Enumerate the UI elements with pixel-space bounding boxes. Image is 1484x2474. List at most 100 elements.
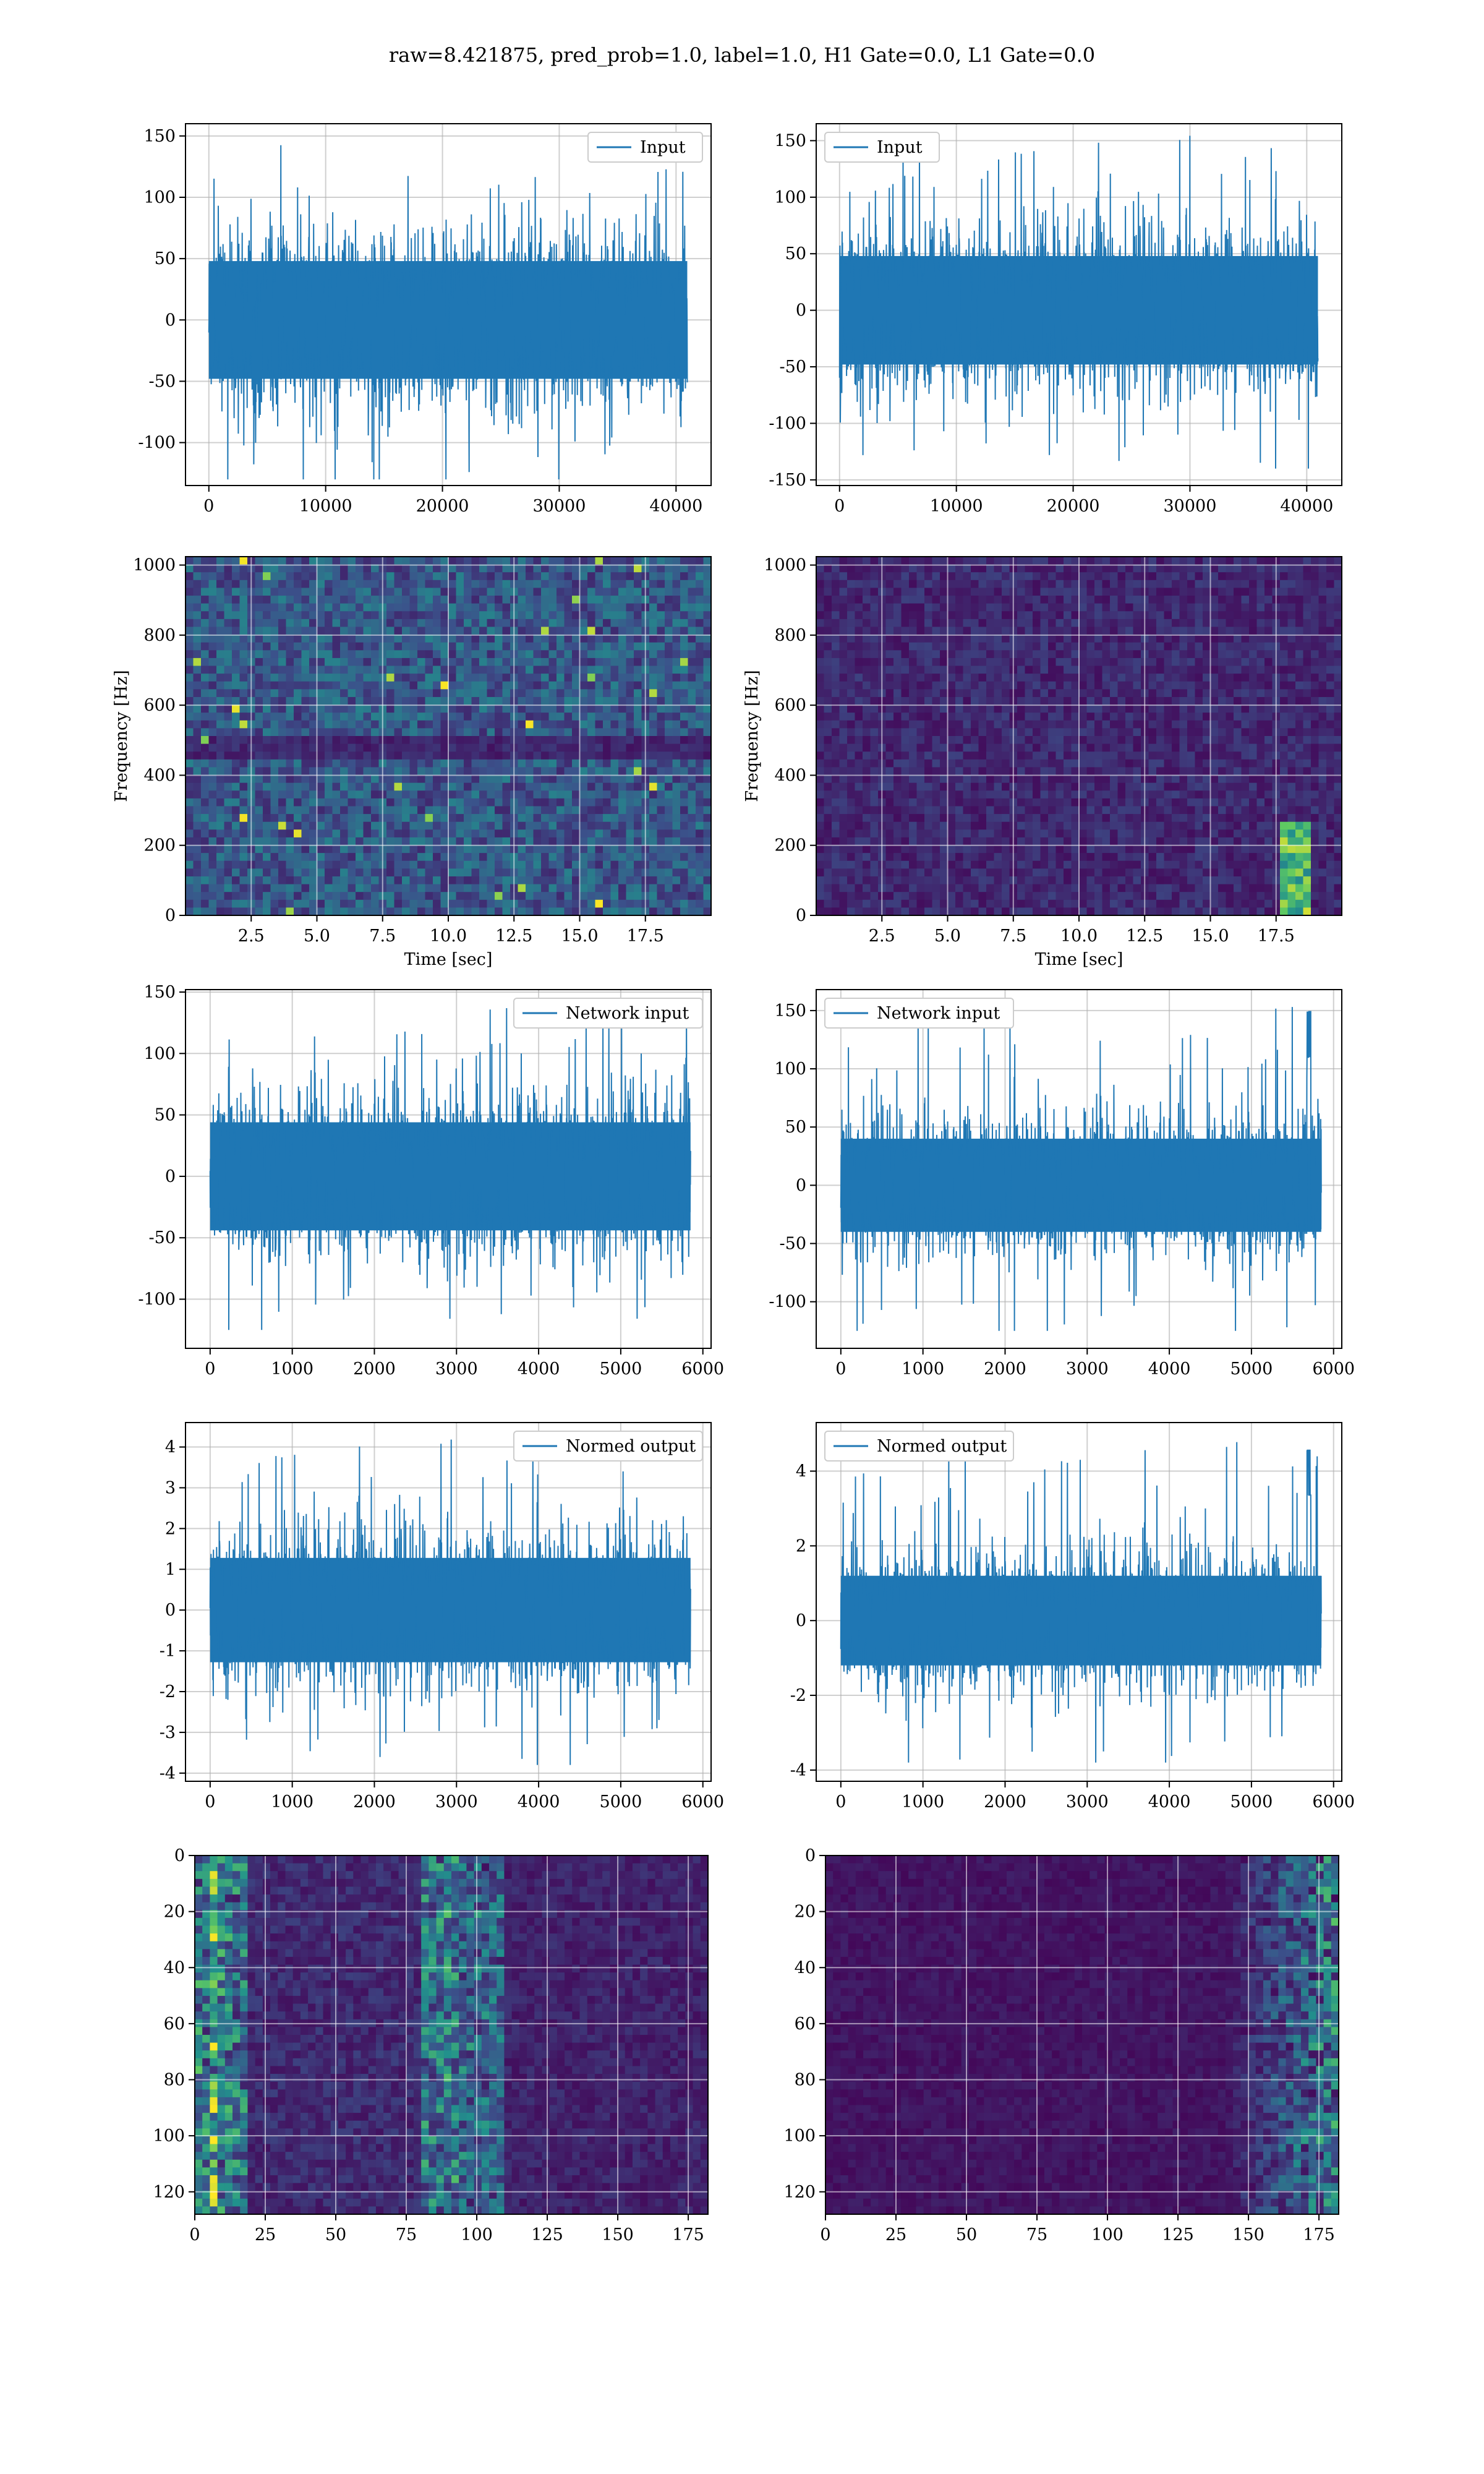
heatmap-cell [1040,635,1049,643]
heatmap-cell [1048,829,1057,838]
heatmap-cell [526,736,534,745]
heatmap-cell [839,618,848,628]
heatmap-cell [579,892,588,901]
heatmap-cell [847,704,856,713]
heatmap-cell [963,814,971,823]
heatmap-cell [348,782,356,791]
heatmap-cell [696,596,704,604]
heatmap-cell [232,618,241,628]
heatmap-cell [618,759,627,768]
heatmap-cell [394,884,403,892]
heatmap-cell [471,713,480,721]
heatmap-cell [626,681,634,690]
heatmap-cell [348,860,356,869]
heatmap-cell [224,635,232,643]
heatmap-cell [479,853,488,862]
heatmap-cell [680,798,689,807]
heatmap-cell [471,853,480,862]
heatmap-cell [317,618,325,628]
heatmap-cell [855,681,863,690]
heatmap-cell [940,829,949,838]
heatmap-cell [216,782,225,791]
heatmap-cell [201,899,210,908]
heatmap-cell [186,657,194,667]
heatmap-cell [595,782,603,791]
heatmap-cell [893,907,902,916]
heatmap-cell [456,837,464,846]
heatmap-cell [294,611,302,620]
heatmap-cell [885,829,894,838]
heatmap-cell [909,892,918,901]
heatmap-cell [932,728,940,737]
heatmap-cell [994,572,1002,581]
heatmap-cell [487,596,495,604]
heatmap-cell [541,666,550,674]
heatmap-cell [885,603,894,612]
heatmap-cell [847,650,856,659]
heatmap-cell [595,907,603,916]
heatmap-cell [255,689,263,698]
heatmap-cell [487,845,495,854]
heatmap-cell [386,907,395,916]
heatmap-cell [657,876,665,885]
heatmap-cell [208,837,217,846]
heatmap-cell [270,689,279,698]
heatmap-cell [518,596,526,604]
heatmap-cell [556,674,565,682]
heatmap-cell [332,728,341,737]
heatmap-cell [208,704,217,713]
heatmap-cell [386,743,395,752]
heatmap-cell [518,635,526,643]
heatmap-cell [579,657,588,667]
heatmap-cell [634,876,642,885]
heatmap-cell [456,572,464,581]
heatmap-cell [1086,666,1095,674]
heatmap-cell [947,588,956,596]
heatmap-cell [317,775,325,784]
heatmap-cell [526,596,534,604]
heatmap-cell [680,681,689,690]
heatmap-cell [963,642,971,651]
heatmap-cell [994,782,1002,791]
heatmap-cell [440,860,449,869]
heatmap-cell [994,853,1002,862]
heatmap-cell [703,603,712,612]
heatmap-cell [603,689,612,698]
heatmap-cell [1064,704,1072,713]
heatmap-cell [409,767,418,776]
heatmap-cell [587,743,596,752]
heatmap-cell [901,650,910,659]
heatmap-cell [440,596,449,604]
heatmap-cell [696,806,704,815]
heatmap-cell [556,657,565,667]
heatmap-cell [216,837,225,846]
heatmap-cell [587,674,596,682]
heatmap-cell [978,892,987,901]
heatmap-cell [363,868,372,877]
heatmap-cell [1025,860,1033,869]
heatmap-cell [610,845,619,854]
heatmap-cell [963,657,971,667]
heatmap-cell [986,798,995,807]
heatmap-cell [239,829,248,838]
heatmap-cell [417,892,426,901]
heatmap-cell [940,892,949,901]
heatmap-cell [885,635,894,643]
heatmap-cell [286,603,294,612]
heatmap-cell [448,720,457,729]
heatmap-cell [464,907,472,916]
heatmap-cell [286,666,294,674]
heatmap-cell [487,635,495,643]
heatmap-cell [994,884,1002,892]
heatmap-cell [255,627,263,635]
heatmap-cell [495,572,503,581]
heatmap-cell [963,588,971,596]
heatmap-cell [986,899,995,908]
heatmap-cell [672,899,681,908]
heatmap-cell [278,674,287,682]
heatmap-cell [232,743,241,752]
heatmap-cell [216,860,225,869]
heatmap-cell [680,635,689,643]
heatmap-cell [464,837,472,846]
heatmap-cell [572,674,581,682]
